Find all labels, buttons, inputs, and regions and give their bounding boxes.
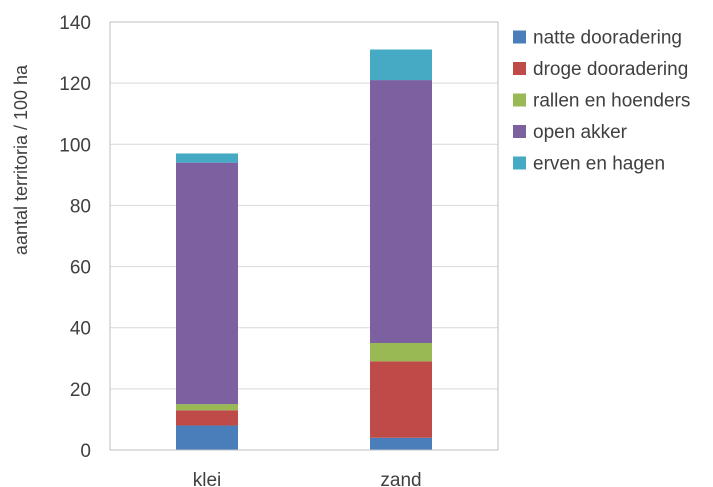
legend-swatch: [513, 125, 526, 138]
bar-segment-zand-3: [370, 80, 432, 343]
legend-label: droge dooradering: [533, 59, 688, 80]
legend-label: erven en hagen: [533, 154, 665, 175]
y-tick-label: 20: [70, 380, 91, 401]
bar-segment-klei-4: [176, 153, 238, 163]
x-tick-label: zand: [380, 470, 421, 487]
legend-swatch: [513, 156, 526, 170]
bar-segment-klei-3: [176, 162, 238, 405]
gridlines: [110, 82, 498, 390]
y-tick-label: 0: [80, 441, 91, 462]
legend: natte dooradering droge dooradering rallen…: [513, 28, 690, 175]
x-axis-tick-labels: klei zand: [193, 470, 422, 487]
legend-label: rallen en hoenders: [533, 91, 690, 112]
y-tick-label: 140: [59, 13, 91, 34]
legend-label: natte dooradering: [533, 28, 682, 49]
y-axis-title: aantal territoria / 100 ha: [11, 64, 31, 255]
bar-segment-zand-4: [370, 49, 432, 81]
bar-segment-klei-0: [176, 425, 238, 450]
bar-segment-zand-2: [370, 343, 432, 362]
y-tick-label: 60: [70, 258, 91, 279]
legend-label: open akker: [533, 122, 628, 143]
bar-segment-zand-1: [370, 361, 432, 438]
y-tick-label: 40: [70, 319, 91, 340]
bars: [176, 49, 432, 450]
legend-swatch: [513, 30, 526, 44]
y-tick-label: 80: [70, 196, 91, 217]
legend-swatch: [513, 93, 526, 107]
bar-segment-klei-2: [176, 404, 238, 411]
bar-segment-zand-0: [370, 437, 432, 450]
legend-swatch: [513, 62, 526, 75]
plot-frame: [109, 21, 499, 451]
y-tick-label: 100: [59, 135, 91, 156]
y-axis-tick-labels: 0 20 40 60 80 100 120 140: [59, 13, 91, 462]
y-tick-label: 120: [59, 74, 91, 95]
bar-segment-klei-1: [176, 410, 238, 426]
x-tick-label: klei: [193, 470, 222, 487]
